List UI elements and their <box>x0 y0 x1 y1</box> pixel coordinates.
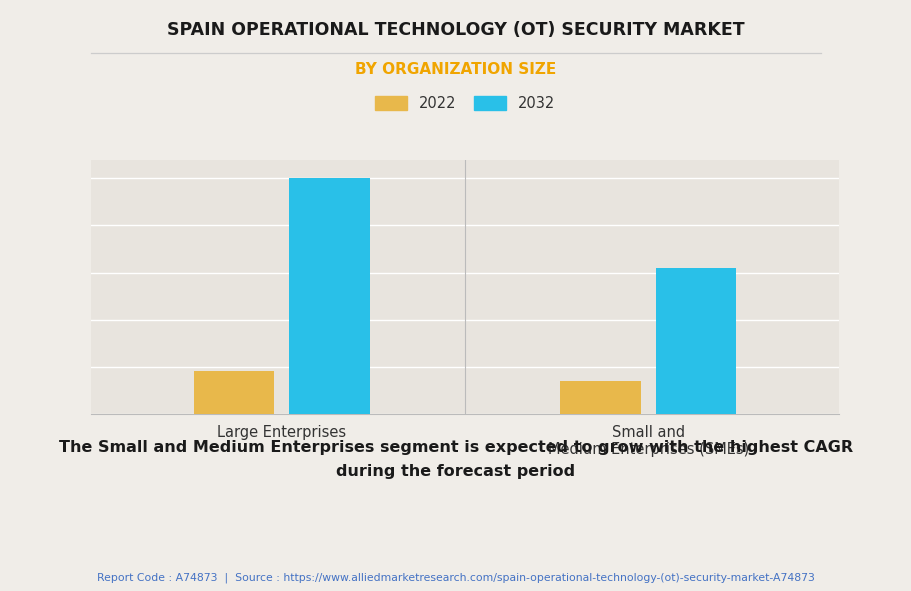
Text: SPAIN OPERATIONAL TECHNOLOGY (OT) SECURITY MARKET: SPAIN OPERATIONAL TECHNOLOGY (OT) SECURI… <box>167 21 744 38</box>
Bar <box>289 178 369 414</box>
Text: Report Code : A74873  |  Source : https://www.alliedmarketresearch.com/spain-ope: Report Code : A74873 | Source : https://… <box>97 573 814 583</box>
Bar <box>560 381 640 414</box>
Legend: 2022, 2032: 2022, 2032 <box>374 96 555 111</box>
Text: The Small and Medium Enterprises segment is expected to grow with the highest CA: The Small and Medium Enterprises segment… <box>59 440 852 479</box>
Bar <box>655 268 735 414</box>
Bar <box>194 371 274 414</box>
Text: BY ORGANIZATION SIZE: BY ORGANIZATION SIZE <box>355 62 556 77</box>
